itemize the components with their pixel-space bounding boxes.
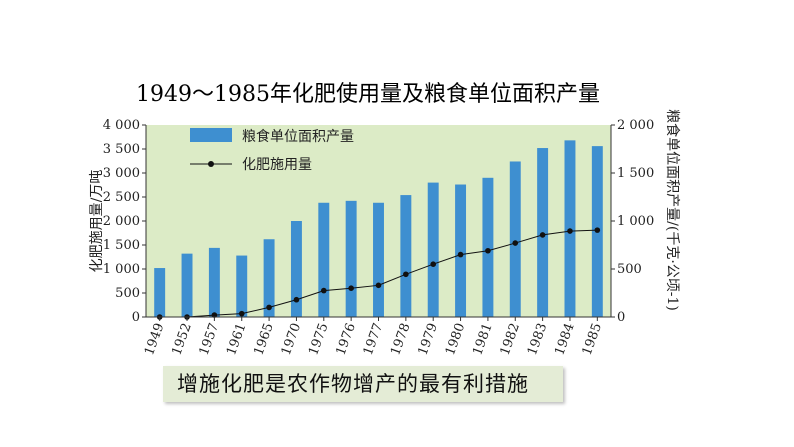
- point-1984: [567, 228, 573, 234]
- legend: 粮食单位面积产量 化肥施用量: [190, 128, 354, 173]
- y-axis-left-label: 化肥施用量/万吨: [89, 170, 105, 273]
- bar-1949: [154, 268, 166, 317]
- x-tick-label-1957: 1957: [197, 321, 222, 357]
- legend-label-fertilizer: 化肥施用量: [242, 157, 312, 173]
- x-tick-label-1984: 1984: [552, 321, 577, 357]
- legend-bar-swatch: [190, 128, 232, 142]
- point-1983: [539, 232, 546, 238]
- bar-1961: [236, 255, 248, 317]
- point-1965: [266, 304, 272, 311]
- y-left-tick-label: 2 500: [103, 190, 140, 205]
- x-tick-label-1961: 1961: [224, 321, 249, 357]
- bar-1980: [455, 184, 467, 317]
- legend-label-grain: 粮食单位面积产量: [242, 128, 354, 145]
- point-1979: [430, 261, 437, 268]
- x-tick-label-1965: 1965: [251, 321, 276, 357]
- point-1981: [485, 247, 491, 254]
- point-1975: [320, 287, 327, 294]
- x-tick-label-1978: 1978: [388, 321, 413, 357]
- caption-banner: 增施化肥是农作物增产的最有利措施: [163, 366, 563, 402]
- bar-1952: [181, 253, 193, 317]
- x-tick-label-1982: 1982: [498, 321, 523, 357]
- x-tick-label-1983: 1983: [525, 321, 550, 357]
- x-tick-label-1976: 1976: [333, 321, 358, 357]
- y-axis-right-label: 粮食单位面积产量/(千克·公顷-1): [664, 109, 681, 311]
- y-right-tick-label: 1 000: [617, 214, 654, 229]
- bar-1965: [263, 239, 275, 317]
- bar-1957: [208, 247, 220, 317]
- legend-line-marker: [208, 161, 214, 167]
- x-tick-label-1985: 1985: [580, 321, 605, 357]
- y-left-tick-label: 4 000: [103, 118, 140, 133]
- y-left-tick-label: 1 500: [103, 238, 140, 253]
- x-tick-label-1949: 1949: [142, 321, 167, 357]
- y-left-tick-label: 1 000: [103, 262, 140, 277]
- bar-1977: [373, 202, 384, 317]
- bar-1978: [400, 195, 412, 317]
- point-1961: [238, 310, 245, 317]
- y-left-tick-label: 0: [132, 310, 140, 325]
- x-tick-label-1970: 1970: [279, 321, 304, 357]
- point-1976: [348, 285, 354, 292]
- bar-1979: [427, 182, 439, 317]
- chart-title: 1949～1985年化肥使用量及粮食单位面积产量: [136, 82, 600, 107]
- x-tick-label-1952: 1952: [169, 321, 194, 357]
- y-right-tick-label: 500: [617, 262, 642, 277]
- y-left-tick-label: 2 000: [103, 214, 140, 229]
- y-left-tick-label: 3 000: [103, 166, 140, 181]
- bar-1981: [482, 177, 494, 317]
- x-tick-label-1979: 1979: [416, 321, 441, 357]
- y-right-tick-label: 0: [617, 310, 625, 325]
- point-1970: [293, 296, 300, 303]
- y-right-tick-label: 1 500: [617, 166, 654, 181]
- y-left-tick-label: 3 500: [103, 142, 140, 157]
- x-tick-label-1981: 1981: [470, 321, 495, 357]
- point-1957: [211, 312, 218, 318]
- point-1985: [594, 227, 601, 233]
- point-1982: [512, 240, 519, 246]
- bar-1970: [290, 221, 302, 317]
- y-right-tick-label: 2 000: [617, 118, 654, 133]
- point-1977: [375, 282, 382, 289]
- bar-1975: [318, 202, 330, 317]
- y-left-tick-label: 500: [115, 286, 140, 301]
- bar-1976: [345, 200, 357, 317]
- x-tick-label-1975: 1975: [306, 321, 331, 357]
- x-tick-label-1980: 1980: [443, 321, 468, 357]
- x-tick-label-1977: 1977: [361, 321, 386, 357]
- point-1980: [457, 251, 464, 258]
- bar-1982: [509, 161, 521, 317]
- point-1978: [403, 271, 409, 278]
